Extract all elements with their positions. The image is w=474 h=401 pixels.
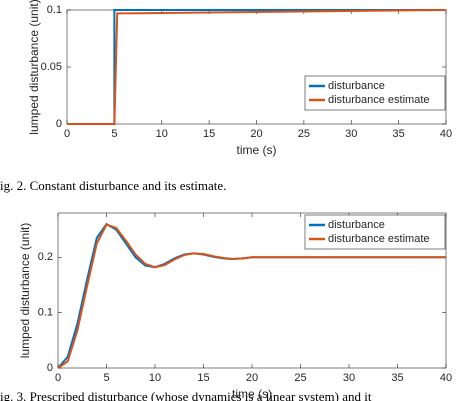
x-tick-label: 20 [250, 128, 262, 140]
y-tick-label: 0.1 [38, 307, 53, 319]
x-tick-label: 35 [391, 372, 403, 384]
y-tick-label: 0 [47, 362, 53, 374]
x-tick-label: 25 [294, 372, 306, 384]
caption: ig. 3. Prescribed disturbance (whose dyn… [0, 389, 372, 401]
y-tick-label: 0.05 [41, 61, 62, 73]
x-tick-label: 10 [149, 372, 161, 384]
legend-box [304, 75, 446, 111]
legend-label: disturbance [328, 80, 385, 92]
caption: ig. 2. Constant disturbance and its esti… [0, 178, 226, 193]
x-tick-label: 30 [343, 372, 355, 384]
y-axis-label: lumped disturbance (unit) [18, 223, 32, 358]
x-tick-label: 0 [64, 128, 70, 140]
y-tick-label: 0 [56, 118, 62, 130]
legend-label: disturbance [328, 219, 385, 231]
data-line [67, 9, 447, 125]
x-tick-label: 30 [345, 128, 357, 140]
x-tick-label: 20 [246, 372, 258, 384]
x-tick-label: 0 [55, 372, 61, 384]
x-tick-label: 5 [111, 128, 117, 140]
x-tick-label: 40 [440, 372, 452, 384]
x-axis-label: time (s) [232, 387, 272, 401]
x-tick-label: 15 [203, 128, 215, 140]
x-axis-label: time (s) [237, 143, 277, 157]
x-tick-label: 35 [393, 128, 405, 140]
x-tick-label: 40 [440, 128, 452, 140]
legend-label: disturbance estimate [328, 233, 430, 245]
x-tick-label: 5 [103, 372, 109, 384]
y-axis-label: lumped disturbance (unit) [27, 0, 41, 135]
x-tick-label: 15 [197, 372, 209, 384]
legend-label: disturbance estimate [328, 94, 430, 106]
y-tick-label: 0.1 [47, 4, 62, 16]
data-line [57, 223, 446, 369]
y-tick-label: 0.2 [38, 251, 53, 263]
legend-box [304, 214, 446, 250]
x-tick-label: 25 [298, 128, 310, 140]
x-tick-label: 10 [156, 128, 168, 140]
